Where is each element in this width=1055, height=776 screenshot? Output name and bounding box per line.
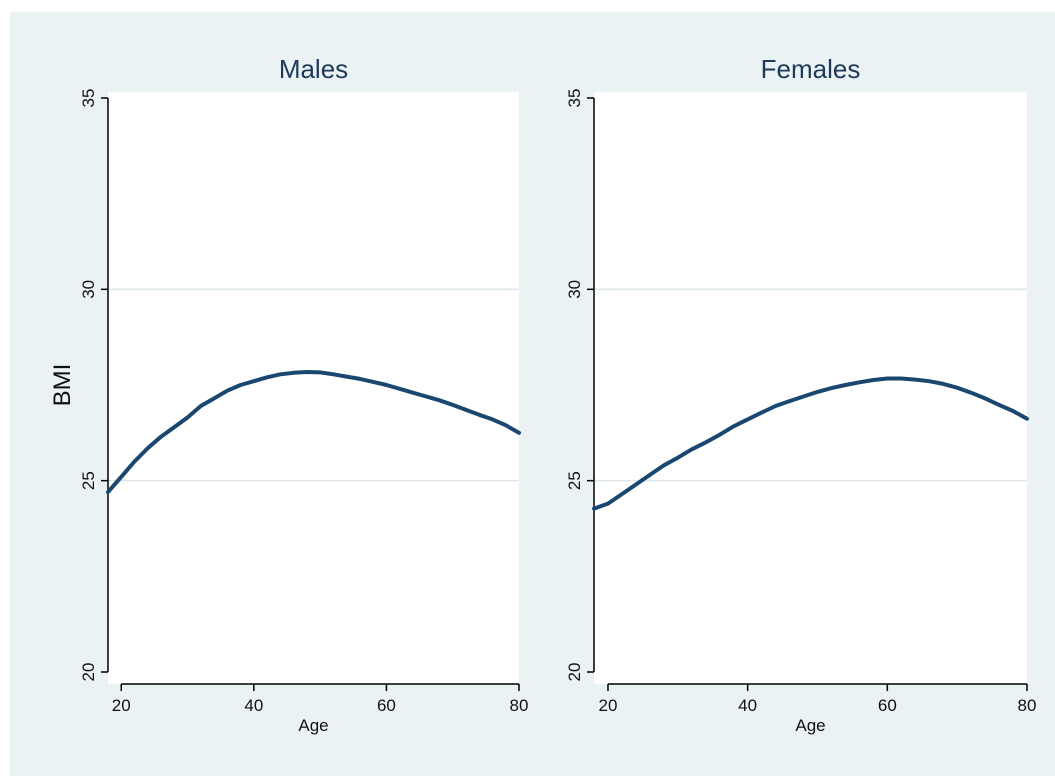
plot-area [108,92,519,684]
x-axis-label: Age [795,716,825,735]
bmi-series-line [106,370,521,495]
x-axis-label: Age [298,716,328,735]
panel-title: Males [279,54,348,84]
y-tick-label: 20 [565,663,584,682]
x-tick-label: 60 [878,696,897,715]
panel-title: Females [761,54,861,84]
y-tick-label: 20 [79,663,98,682]
x-tick-label: 80 [1018,696,1037,715]
x-tick-label: 80 [510,696,529,715]
bmi-series-line [592,376,1029,511]
y-axis-label: BMI [49,364,76,407]
y-tick-label: 35 [79,89,98,108]
x-tick-label: 20 [112,696,131,715]
y-tick-label: 30 [79,280,98,299]
panel-0: 20 25 30 35 20 40 60 80 Males Age BMI [49,54,528,735]
x-tick-label: 40 [738,696,757,715]
y-tick-label: 25 [565,471,584,490]
x-tick-label: 20 [599,696,618,715]
x-tick-label: 40 [244,696,263,715]
y-tick-label: 30 [565,280,584,299]
y-tick-label: 25 [79,471,98,490]
x-tick-label: 60 [377,696,396,715]
y-tick-label: 35 [565,89,584,108]
bmi-by-age-chart: 20 25 30 35 20 40 60 80 Males Age BMI 20 25 30 35 20 40 6… [49,54,1036,735]
panel-1: 20 25 30 35 20 40 60 80 Females Age [565,54,1036,735]
figure-background: 20 25 30 35 20 40 60 80 Males Age BMI 20 25 30 35 20 40 6… [10,12,1055,776]
